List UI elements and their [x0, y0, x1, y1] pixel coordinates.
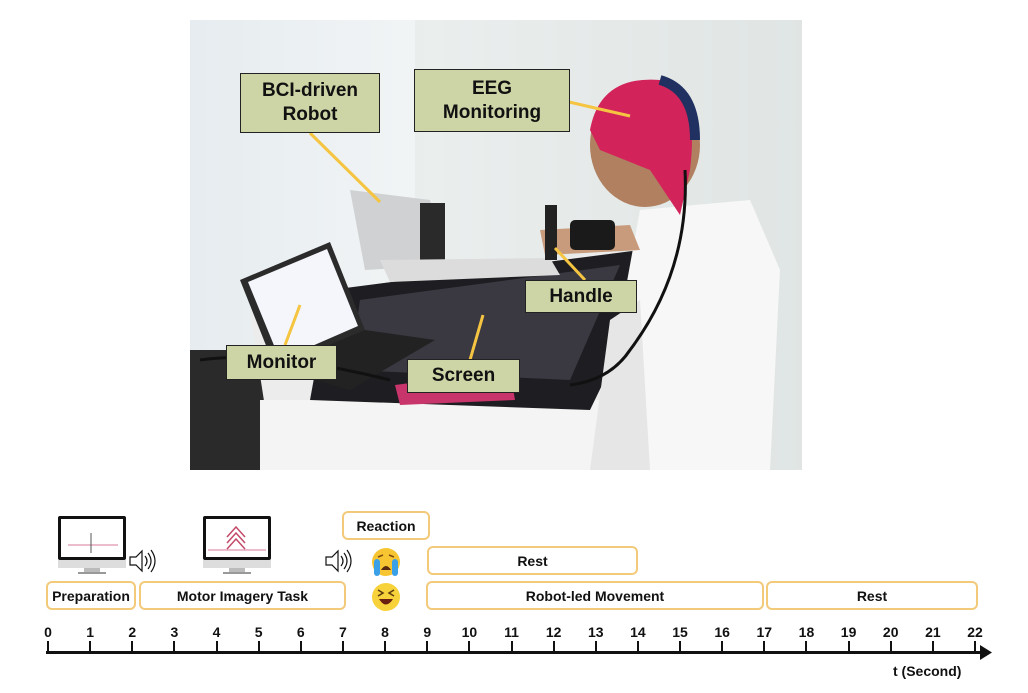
speaker-icon [325, 549, 352, 573]
axis-tick-label: 18 [798, 624, 815, 640]
axis-tick [510, 641, 513, 653]
axis-label: t (Second) [893, 663, 962, 679]
crying-emoji-icon [372, 548, 400, 576]
axis-tick-label: 4 [212, 624, 221, 640]
axis-tick [889, 641, 892, 653]
axis-tick-label: 2 [128, 624, 137, 640]
time-axis-line [46, 651, 984, 654]
axis-tick [847, 641, 850, 653]
axis-tick [763, 641, 766, 653]
axis-tick-label: 16 [714, 624, 730, 640]
axis-tick [426, 641, 429, 653]
label-eeg-monitoring: EEG Monitoring [414, 69, 570, 132]
axis-tick [215, 641, 218, 653]
phase-rest-upper: Rest [427, 546, 638, 575]
axis-tick [679, 641, 682, 653]
axis-tick-label: 5 [254, 624, 263, 640]
axis-tick-label: 11 [504, 624, 519, 640]
phase-rest-lower: Rest [766, 581, 978, 610]
axis-tick [299, 641, 302, 653]
monitor-crosshair-icon [58, 516, 126, 574]
axis-tick [257, 641, 260, 653]
axis-tick-label: 10 [461, 624, 478, 640]
experiment-scene [190, 20, 802, 470]
monitor-arrow-icon [203, 516, 271, 574]
axis-tick-label: 14 [630, 624, 646, 640]
axis-tick [341, 641, 344, 653]
axis-tick [552, 641, 555, 653]
axis-tick-label: 22 [967, 624, 983, 640]
axis-tick-label: 17 [756, 624, 773, 640]
experiment-photo [190, 20, 802, 470]
axis-tick-label: 8 [381, 624, 389, 640]
axis-tick [636, 641, 639, 653]
axis-tick [47, 641, 49, 653]
label-monitor: Monitor [226, 345, 337, 380]
label-bci-robot: BCI-driven Robot [240, 73, 380, 133]
axis-tick [931, 641, 934, 653]
axis-tick [721, 641, 724, 653]
axis-tick-label: 1 [86, 624, 95, 640]
axis-tick [805, 641, 808, 653]
axis-tick-label: 21 [925, 624, 941, 640]
phase-reaction: Reaction [342, 511, 430, 540]
axis-tick [173, 641, 176, 653]
axis-tick-label: 9 [423, 624, 432, 640]
axis-tick-label: 0 [44, 624, 52, 640]
axis-tick [974, 641, 976, 653]
axis-tick-label: 20 [882, 624, 899, 640]
axis-tick [131, 641, 134, 653]
axis-tick-label: 13 [587, 624, 604, 640]
axis-tick-label: 6 [296, 624, 305, 640]
axis-arrow-icon [980, 645, 992, 660]
axis-tick-label: 15 [672, 624, 688, 640]
axis-tick-label: 12 [545, 624, 562, 640]
label-handle: Handle [525, 280, 637, 313]
phase-preparation: Preparation [46, 581, 136, 610]
phase-motor-imagery-task: Motor Imagery Task [139, 581, 346, 610]
axis-tick-label: 19 [840, 624, 857, 640]
axis-tick-label: 7 [339, 624, 347, 640]
axis-tick-label: 3 [170, 624, 179, 640]
axis-tick [594, 641, 597, 653]
label-screen: Screen [407, 359, 520, 393]
laughing-emoji-icon [372, 583, 400, 611]
phase-robot-led-movement: Robot-led Movement [426, 581, 764, 610]
speaker-icon [129, 549, 156, 573]
axis-tick [468, 641, 471, 653]
axis-tick [89, 641, 92, 653]
axis-tick [384, 641, 387, 653]
